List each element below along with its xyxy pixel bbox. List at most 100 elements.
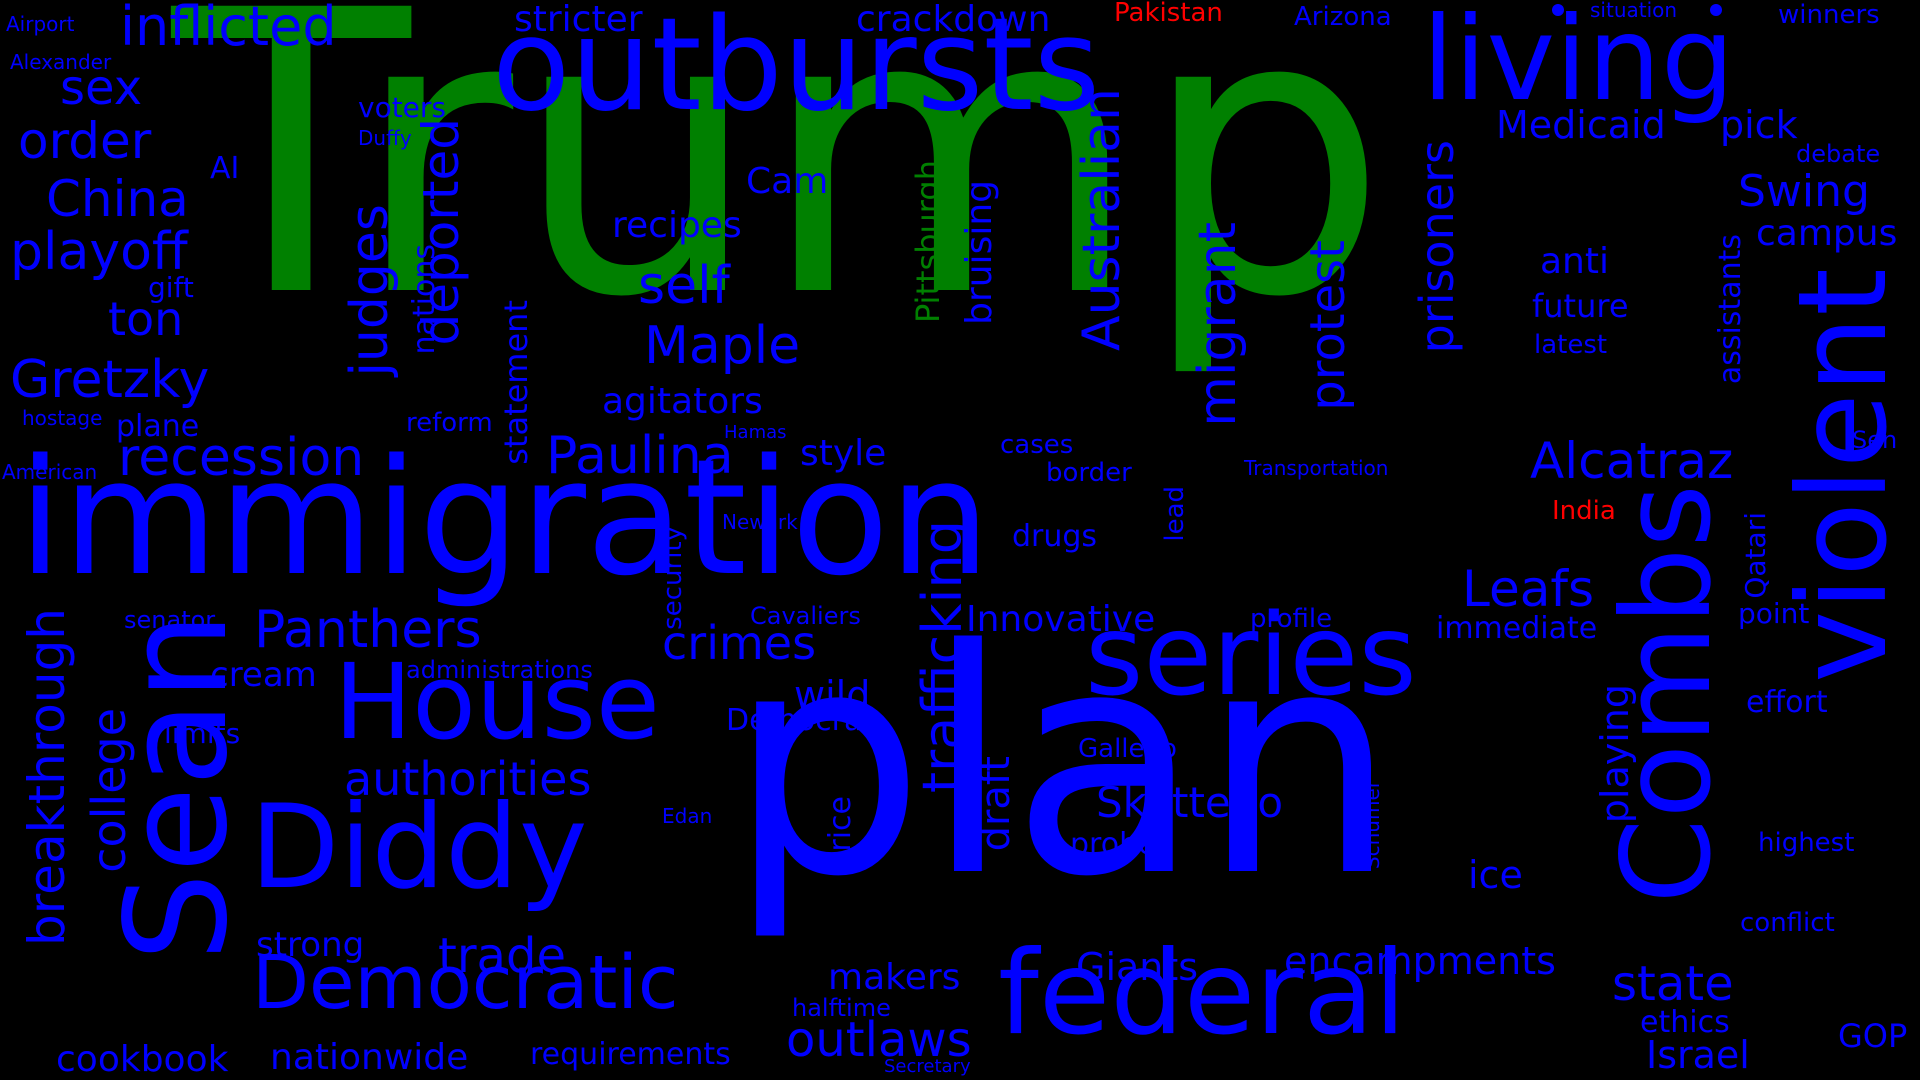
word-price: price	[823, 796, 858, 871]
word-federal: federal	[998, 926, 1407, 1061]
word-gift: gift	[148, 271, 194, 304]
word-leafs: Leafs	[1462, 560, 1595, 618]
word-debate: debate	[1796, 140, 1881, 168]
word-cream: cream	[210, 655, 317, 695]
word-duffy: Duffy	[358, 126, 412, 150]
word-plane: plane	[116, 409, 200, 444]
word-administrations: administrations	[406, 656, 593, 684]
word-outbursts: outbursts	[492, 0, 1101, 140]
word-state: state	[1612, 956, 1734, 1012]
word-breakthrough: breakthrough	[18, 608, 76, 947]
word-security: security	[658, 526, 688, 630]
word-swing: Swing	[1738, 166, 1870, 217]
word-hamas: Hamas	[724, 422, 787, 443]
word-airport: Airport	[6, 12, 75, 36]
word-protest: protest	[1300, 240, 1356, 411]
word-gallego: Gallego	[1078, 734, 1177, 764]
word-paulina: Paulina	[546, 426, 734, 486]
word-migrant: migrant	[1188, 222, 1248, 427]
word-trade: trade	[438, 928, 566, 984]
word-house: House	[334, 641, 660, 763]
word-series: series	[1085, 591, 1417, 721]
word-stricter: stricter	[514, 0, 643, 40]
word-makers: makers	[828, 957, 961, 998]
word-australian: Australian	[1072, 88, 1132, 351]
word-gop: GOP	[1838, 1017, 1908, 1055]
word-medicaid: Medicaid	[1496, 103, 1666, 147]
word-ice: ice	[1468, 853, 1523, 897]
decorative-dot	[1710, 4, 1722, 16]
word-wild: wild	[794, 673, 871, 717]
word-probe: probe	[1070, 827, 1157, 862]
word-arizona: Arizona	[1294, 2, 1392, 32]
word-immediate: immediate	[1436, 611, 1598, 646]
word-edan: Edan	[662, 804, 713, 828]
word-requirements: requirements	[530, 1037, 731, 1072]
word-draft: draft	[973, 756, 1019, 852]
word-assistants: assistants	[1713, 234, 1748, 385]
word-sen: Sen	[1852, 426, 1898, 454]
word-point: point	[1738, 597, 1810, 630]
word-qatari: Qatari	[1739, 512, 1772, 599]
word-schumer: Schumer	[1360, 780, 1384, 870]
word-playoff: playoff	[10, 222, 188, 282]
word-senator: senator	[124, 606, 216, 634]
word-encampments: encampments	[1284, 939, 1556, 983]
word-ton: ton	[108, 292, 184, 346]
word-future: future	[1532, 287, 1629, 325]
word-india: India	[1552, 496, 1616, 526]
word-drugs: drugs	[1012, 519, 1098, 554]
word-trafficking: trafficking	[911, 520, 974, 794]
word-winners: winners	[1778, 0, 1880, 30]
word-cam: Cam	[746, 161, 829, 202]
word-china: China	[46, 170, 189, 228]
word-immigration: immigration	[18, 424, 991, 611]
word-secretary: Secretary	[884, 1056, 971, 1077]
word-judges: judges	[340, 204, 400, 377]
word-inflicted: inflicted	[120, 0, 337, 58]
word-anti: anti	[1540, 241, 1609, 282]
word-recipes: recipes	[612, 205, 742, 246]
word-campus: campus	[1756, 213, 1898, 254]
decorative-dot	[1552, 4, 1564, 16]
word-democrat: Democrat	[726, 703, 875, 738]
word-border: border	[1046, 458, 1132, 488]
word-outlaws: outlaws	[786, 1012, 972, 1068]
word-israel: Israel	[1646, 1033, 1750, 1077]
word-playing: playing	[1593, 684, 1637, 824]
word-transportation: Transportation	[1244, 456, 1389, 480]
word-maple: Maple	[644, 316, 801, 376]
word-pick: pick	[1720, 103, 1798, 147]
word-skattebo: Skattebo	[1096, 778, 1284, 827]
word-plan: plan	[728, 584, 1398, 945]
word-american: American	[2, 460, 98, 484]
word-cases: cases	[1000, 430, 1074, 460]
word-crackdown: crackdown	[856, 0, 1051, 40]
word-alcatraz: Alcatraz	[1530, 432, 1734, 490]
word-profile: profile	[1250, 604, 1333, 634]
word-newark: Newark	[722, 510, 798, 534]
word-pakistan: Pakistan	[1114, 0, 1223, 28]
word-prisoners: prisoners	[1410, 140, 1464, 354]
word-giants: Giants	[1076, 945, 1199, 989]
word-strong: strong	[256, 925, 365, 965]
word-ethics: ethics	[1640, 1005, 1730, 1040]
word-latest: latest	[1534, 330, 1608, 360]
word-halftime: halftime	[792, 994, 891, 1022]
word-diddy: Diddy	[250, 780, 588, 915]
word-agitators: agitators	[602, 381, 763, 422]
word-style: style	[800, 433, 887, 474]
word-conflict: conflict	[1740, 908, 1835, 938]
word-lead: lead	[1160, 486, 1190, 542]
word-authorities: authorities	[344, 752, 592, 806]
word-alexander: Alexander	[10, 50, 112, 74]
word-reform: reform	[406, 408, 493, 438]
word-limits: limits	[164, 717, 241, 750]
word-sex: sex	[60, 60, 143, 116]
word-panthers: Panthers	[254, 600, 482, 660]
word-cookbook: cookbook	[56, 1039, 229, 1080]
word-nations: nations	[407, 244, 442, 355]
word-highest: highest	[1758, 828, 1855, 858]
word-voters: voters	[358, 91, 447, 124]
